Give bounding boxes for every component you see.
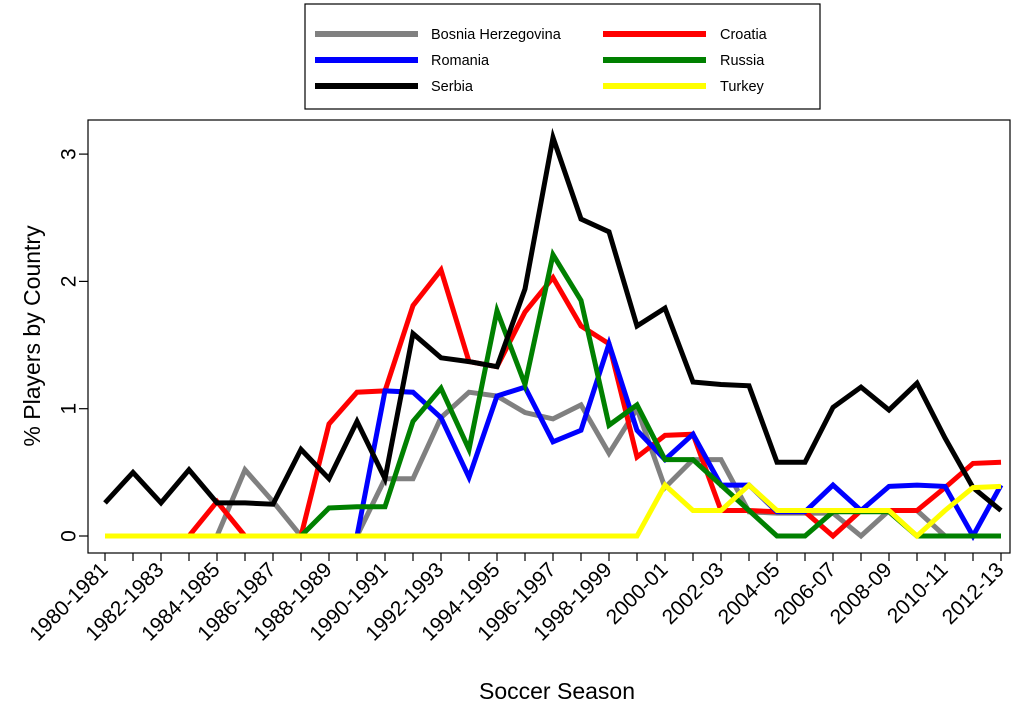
legend-label-serbia: Serbia [431, 79, 474, 95]
y-axis: 0 1 2 3 [57, 148, 88, 542]
x-axis: 1980-19811982-19831984-19851986-19871988… [25, 553, 1009, 646]
legend-label-bosnia-herzegovina: Bosnia Herzegovina [431, 27, 562, 43]
x-tick-label: 2008-09 [826, 558, 897, 629]
series-line-bosnia-herzegovina [105, 389, 1001, 540]
x-tick-label: 2000-01 [602, 558, 673, 629]
legend-label-croatia: Croatia [720, 27, 768, 43]
series-layer [103, 127, 1004, 542]
series-line-croatia [105, 264, 1002, 540]
legend-label-russia: Russia [720, 53, 765, 69]
y-tick-label: 0 [57, 530, 80, 542]
y-tick-label: 3 [57, 148, 80, 160]
x-tick-label: 2002-03 [658, 558, 729, 629]
x-axis-label: Soccer Season [479, 678, 635, 704]
x-tick-label: 2006-07 [770, 558, 841, 629]
legend-box [304, 3, 821, 110]
legend: Bosnia Herzegovina Croatia Romania Russia Se… [304, 3, 821, 110]
y-axis-label: % Players by Country [19, 225, 45, 447]
plot-frame [87, 119, 1011, 554]
series-line-russia [105, 248, 1001, 539]
y-tick-label: 1 [57, 403, 80, 415]
y-tick-label: 2 [57, 276, 80, 288]
x-tick-label: 2004-05 [714, 558, 785, 629]
legend-label-romania: Romania [431, 53, 490, 69]
x-tick-label: 2012-13 [938, 558, 1009, 629]
series-line-turkey [105, 481, 1002, 540]
series-line-romania [105, 335, 1004, 542]
legend-label-turkey: Turkey [720, 79, 765, 95]
series-line-serbia [103, 127, 1003, 513]
